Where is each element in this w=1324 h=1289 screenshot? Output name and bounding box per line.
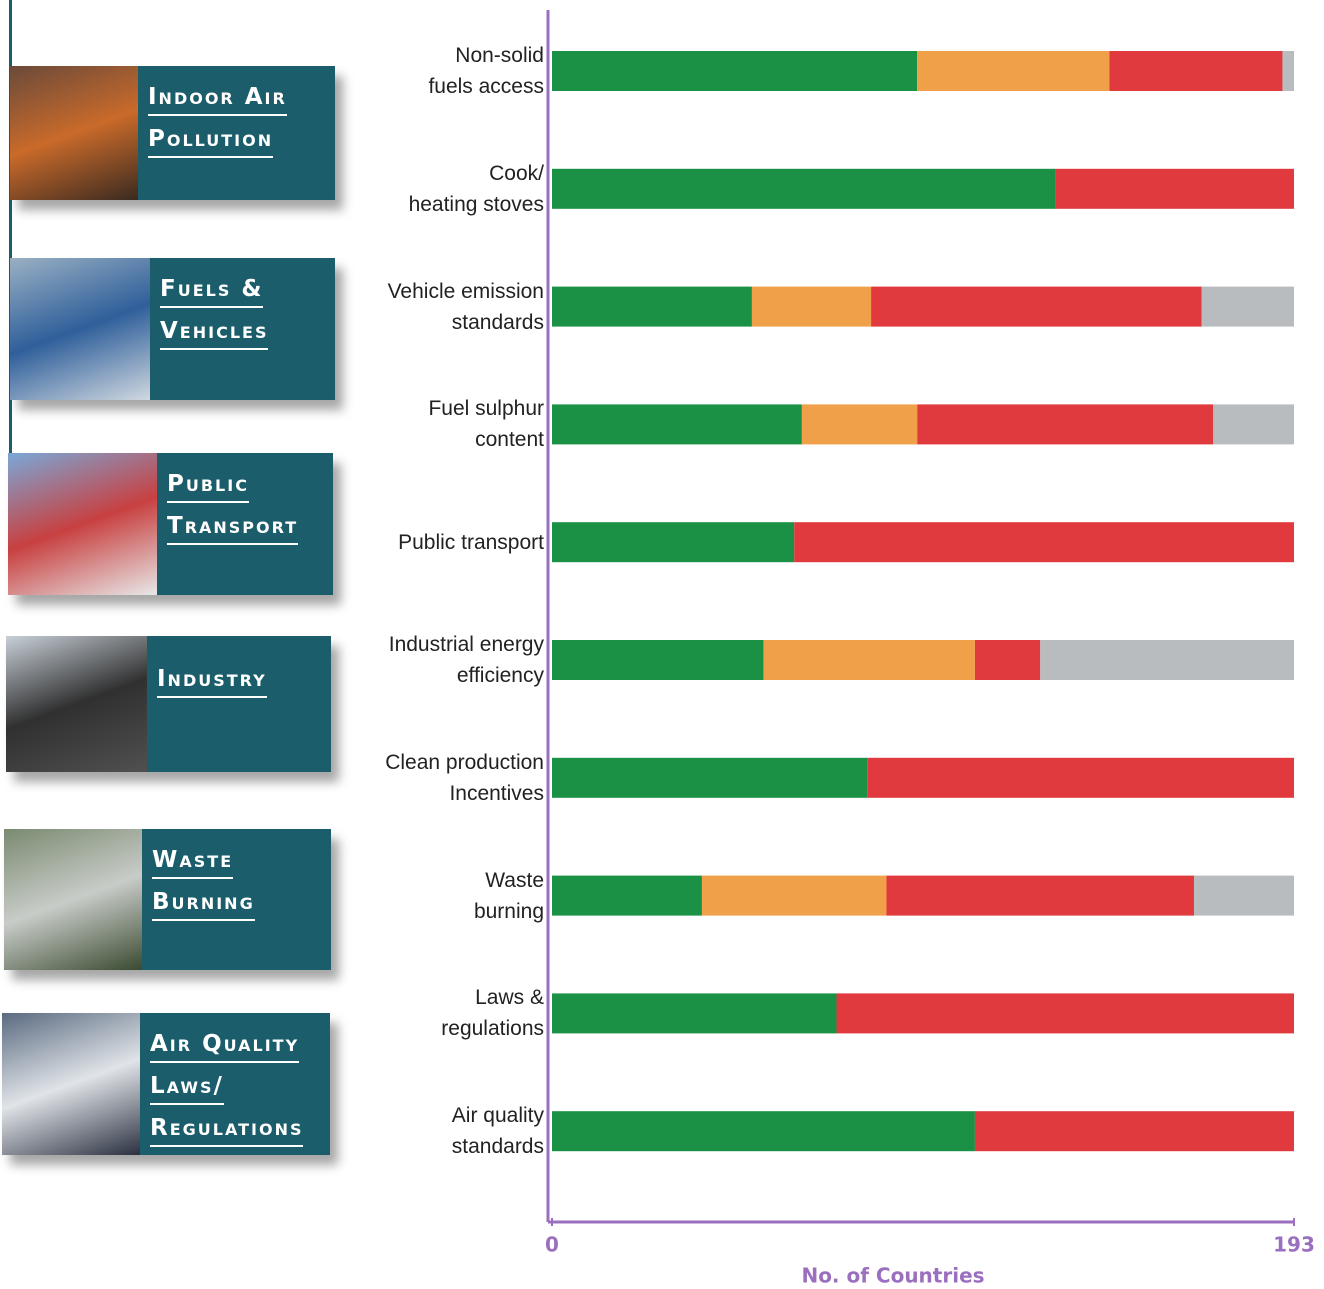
bar-segment <box>794 522 1294 562</box>
bar-segment <box>886 876 1194 916</box>
bar-segment <box>1056 169 1294 209</box>
bar-segment <box>552 51 917 91</box>
x-tick-label: 193 <box>1273 1233 1315 1257</box>
bar-segment <box>975 1111 1294 1151</box>
bar-segment <box>836 993 1294 1033</box>
bar-segment <box>867 758 1294 798</box>
bar-segment <box>802 404 917 444</box>
bar-segment <box>1040 640 1294 680</box>
bar-segment <box>975 640 1040 680</box>
bar-segment <box>552 169 1056 209</box>
x-tick-label: 0 <box>545 1233 559 1257</box>
bar-segment <box>871 287 1202 327</box>
bar-segment <box>552 758 867 798</box>
bar-segment <box>702 876 887 916</box>
bar-segment <box>552 522 794 562</box>
bar-segment <box>763 640 974 680</box>
bar-segment <box>552 287 752 327</box>
bar-segment <box>1282 51 1294 91</box>
bar-segment <box>1109 51 1282 91</box>
bar-segment <box>552 640 763 680</box>
bar-segment <box>552 876 702 916</box>
x-axis-label: No. of Countries <box>801 1264 984 1288</box>
bar-segment <box>552 404 802 444</box>
bar-segment <box>1194 876 1294 916</box>
page: Indoor AirPollutionFuels &VehiclesPublic… <box>0 0 1324 1289</box>
bar-segment <box>1202 287 1294 327</box>
bar-segment <box>917 404 1213 444</box>
bar-segment <box>552 993 836 1033</box>
bar-segment <box>1213 404 1294 444</box>
bar-segment <box>917 51 1109 91</box>
chart: 0 193 No. of Countries <box>0 0 1324 1289</box>
bar-segment <box>752 287 871 327</box>
bar-segment <box>552 1111 975 1151</box>
